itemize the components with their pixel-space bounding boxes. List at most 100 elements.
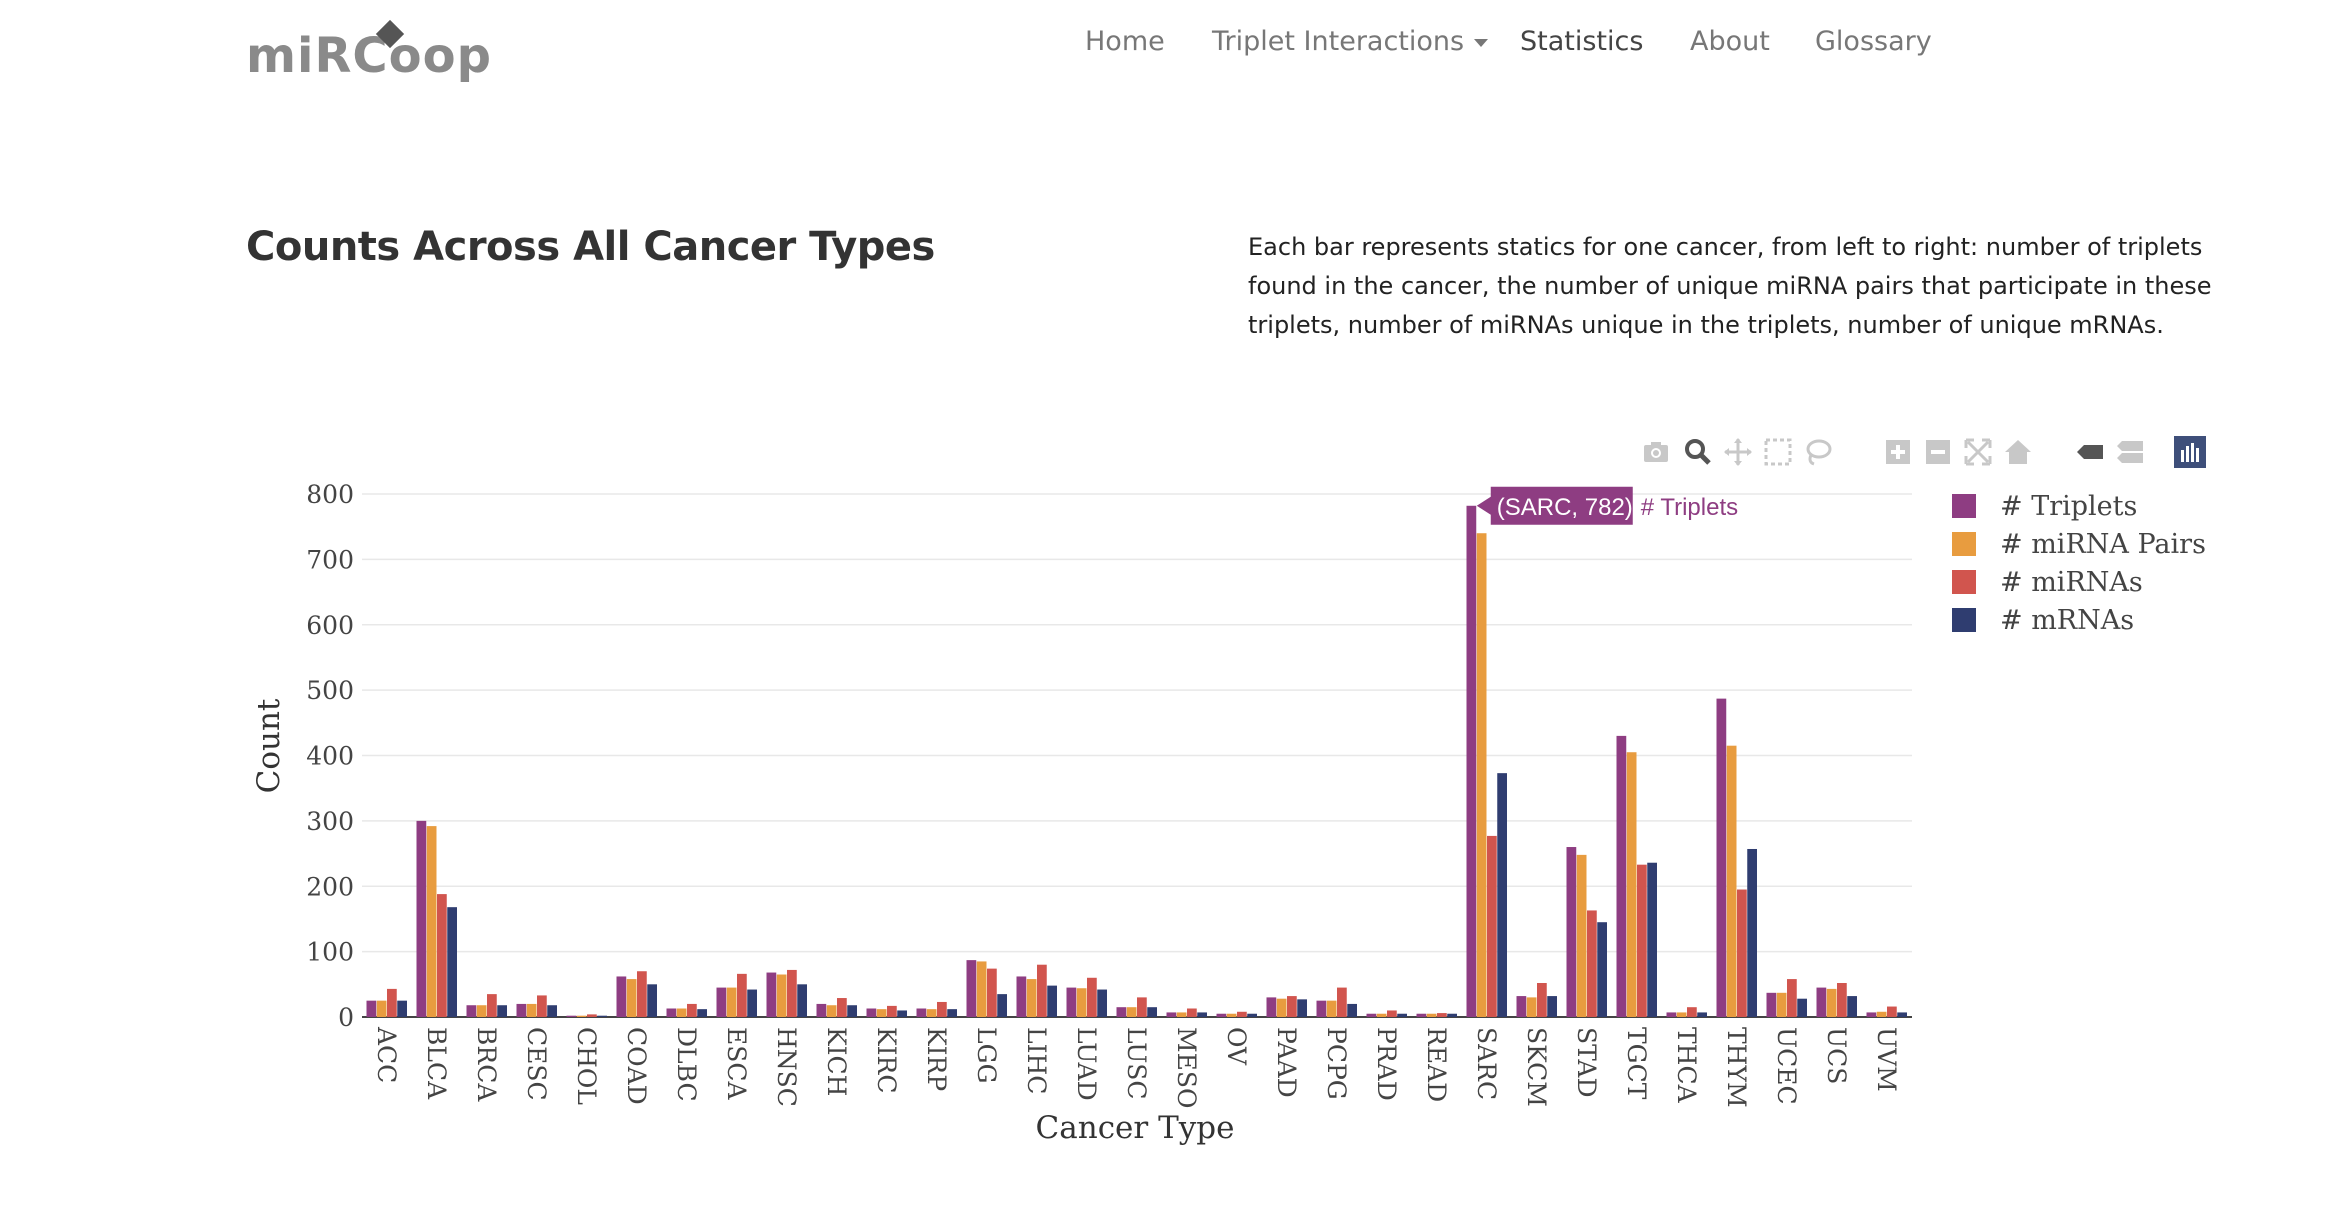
bar-brca-2[interactable] — [476, 1005, 487, 1017]
nav-statistics[interactable]: Statistics — [1520, 26, 1644, 57]
bar-stad-3[interactable] — [1587, 910, 1597, 1017]
home-icon[interactable] — [2002, 436, 2034, 468]
bar-meso-3[interactable] — [1187, 1008, 1197, 1017]
legend-swatch[interactable] — [1952, 570, 1976, 594]
bar-coad-2[interactable] — [626, 979, 637, 1017]
bar-ucs-4[interactable] — [1847, 996, 1857, 1017]
bar-skcm-4[interactable] — [1547, 996, 1557, 1017]
bar-kich-4[interactable] — [847, 1005, 857, 1017]
bar-esca-4[interactable] — [747, 989, 757, 1017]
bar-acc-3[interactable] — [387, 988, 397, 1017]
camera-icon[interactable] — [1640, 436, 1672, 468]
bar-chol-3[interactable] — [587, 1014, 597, 1017]
bar-meso-1[interactable] — [1166, 1012, 1177, 1017]
bar-thca-4[interactable] — [1697, 1012, 1707, 1017]
bar-paad-4[interactable] — [1297, 999, 1307, 1017]
bar-sarc-2[interactable] — [1476, 533, 1487, 1017]
bar-esca-3[interactable] — [737, 973, 747, 1017]
bar-dlbc-4[interactable] — [697, 1009, 707, 1017]
bar-read-1[interactable] — [1416, 1013, 1427, 1017]
bar-read-2[interactable] — [1426, 1013, 1437, 1017]
hover-closest-icon[interactable] — [2074, 436, 2106, 468]
bar-lusc-4[interactable] — [1147, 1007, 1157, 1017]
bar-pcpg-1[interactable] — [1316, 1000, 1327, 1017]
legend-label[interactable]: # Triplets — [2000, 491, 2137, 522]
bar-thym-3[interactable] — [1737, 889, 1747, 1017]
bar-luad-4[interactable] — [1097, 989, 1107, 1017]
bar-kirc-2[interactable] — [876, 1009, 887, 1017]
bar-thca-2[interactable] — [1676, 1012, 1687, 1017]
bar-dlbc-2[interactable] — [676, 1008, 687, 1017]
bar-thym-1[interactable] — [1716, 698, 1727, 1017]
bar-lgg-2[interactable] — [976, 961, 987, 1017]
bar-lgg-3[interactable] — [987, 968, 997, 1017]
autoscale-icon[interactable] — [1962, 436, 1994, 468]
hover-compare-icon[interactable] — [2114, 436, 2146, 468]
bar-lusc-1[interactable] — [1116, 1007, 1127, 1017]
bar-ucec-1[interactable] — [1766, 992, 1777, 1017]
bar-sarc-1[interactable] — [1466, 505, 1477, 1017]
bar-prad-4[interactable] — [1397, 1013, 1407, 1017]
bar-lusc-3[interactable] — [1137, 997, 1147, 1017]
bar-tgct-4[interactable] — [1647, 862, 1657, 1017]
bar-blca-2[interactable] — [426, 826, 437, 1017]
bar-pcpg-2[interactable] — [1326, 1000, 1337, 1017]
bar-ov-3[interactable] — [1237, 1011, 1247, 1017]
nav-triplet-interactions[interactable]: Triplet Interactions — [1212, 26, 1489, 62]
zoom-out-icon[interactable] — [1922, 436, 1954, 468]
bar-chol-1[interactable] — [566, 1015, 577, 1017]
bar-skcm-1[interactable] — [1516, 996, 1527, 1017]
bar-kirc-1[interactable] — [866, 1008, 877, 1017]
lasso-icon[interactable] — [1802, 436, 1834, 468]
bar-hnsc-2[interactable] — [776, 974, 787, 1017]
bar-paad-3[interactable] — [1287, 996, 1297, 1017]
bar-kich-2[interactable] — [826, 1005, 837, 1017]
pan-icon[interactable] — [1722, 436, 1754, 468]
bar-blca-4[interactable] — [447, 907, 457, 1017]
zoom-in-icon[interactable] — [1882, 436, 1914, 468]
bar-dlbc-3[interactable] — [687, 1003, 697, 1017]
bar-paad-2[interactable] — [1276, 998, 1287, 1017]
bar-kich-3[interactable] — [837, 998, 847, 1017]
bar-uvm-2[interactable] — [1876, 1011, 1887, 1017]
bar-brca-1[interactable] — [466, 1005, 477, 1017]
legend-swatch[interactable] — [1952, 608, 1976, 632]
bar-lgg-4[interactable] — [997, 994, 1007, 1017]
bar-luad-1[interactable] — [1066, 987, 1077, 1017]
bar-ucec-3[interactable] — [1787, 979, 1797, 1017]
bar-prad-2[interactable] — [1376, 1013, 1387, 1017]
bar-ucec-4[interactable] — [1797, 998, 1807, 1017]
bar-hnsc-1[interactable] — [766, 972, 777, 1017]
bar-acc-2[interactable] — [376, 1000, 387, 1017]
bar-tgct-1[interactable] — [1616, 735, 1627, 1017]
bar-sarc-3[interactable] — [1487, 835, 1497, 1017]
bar-esca-2[interactable] — [726, 987, 737, 1017]
bar-thca-1[interactable] — [1666, 1012, 1677, 1017]
bar-hnsc-4[interactable] — [797, 984, 807, 1017]
bar-ucec-2[interactable] — [1776, 992, 1787, 1017]
bar-cesc-4[interactable] — [547, 1005, 557, 1017]
bar-thym-2[interactable] — [1726, 745, 1737, 1017]
nav-home[interactable]: Home — [1085, 26, 1165, 57]
bar-hnsc-3[interactable] — [787, 969, 797, 1017]
bar-prad-3[interactable] — [1387, 1010, 1397, 1017]
bar-ucs-2[interactable] — [1826, 988, 1837, 1017]
bar-kirc-3[interactable] — [887, 1005, 897, 1017]
bar-cesc-2[interactable] — [526, 1003, 537, 1017]
bar-luad-2[interactable] — [1076, 988, 1087, 1017]
bar-read-4[interactable] — [1447, 1013, 1457, 1017]
bar-dlbc-1[interactable] — [666, 1008, 677, 1017]
bar-ucs-3[interactable] — [1837, 983, 1847, 1017]
bar-cesc-1[interactable] — [516, 1003, 527, 1017]
bar-ov-2[interactable] — [1226, 1013, 1237, 1017]
bar-kirp-4[interactable] — [947, 1009, 957, 1017]
nav-glossary[interactable]: Glossary — [1815, 26, 1932, 57]
bar-kirp-1[interactable] — [916, 1008, 927, 1017]
zoom-icon[interactable] — [1682, 436, 1714, 468]
bar-kirp-3[interactable] — [937, 1001, 947, 1017]
bar-luad-3[interactable] — [1087, 977, 1097, 1017]
nav-about[interactable]: About — [1690, 26, 1770, 57]
bar-stad-1[interactable] — [1566, 847, 1577, 1017]
bar-thca-3[interactable] — [1687, 1007, 1697, 1017]
bar-tgct-2[interactable] — [1626, 752, 1637, 1017]
